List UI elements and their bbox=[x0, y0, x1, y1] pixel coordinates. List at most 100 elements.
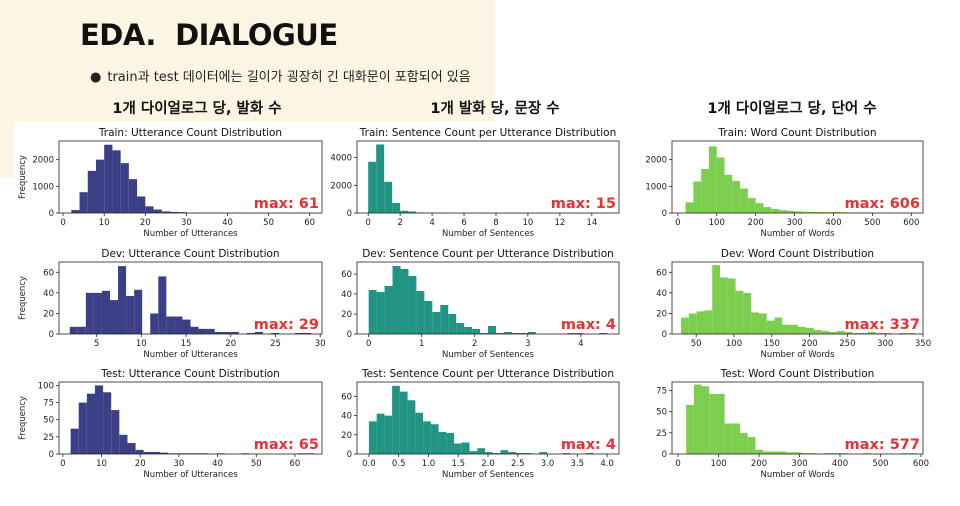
histogram-bar bbox=[732, 423, 741, 454]
histogram-bar bbox=[786, 210, 795, 213]
histogram-bar bbox=[766, 320, 775, 334]
histogram-bar bbox=[763, 207, 772, 213]
plot-frame bbox=[671, 261, 924, 335]
x-axis-label: Number of Sentences bbox=[442, 350, 535, 360]
histogram-bar bbox=[740, 188, 748, 213]
chart-title: Test: Utterance Count Distribution bbox=[100, 368, 280, 380]
x-tick-label: 4 bbox=[429, 218, 434, 228]
x-tick-label: 300 bbox=[786, 218, 802, 228]
column-header-utterances: 1개 다이얼로그 당, 발화 수 bbox=[112, 101, 282, 117]
y-tick-label: 0 bbox=[662, 450, 667, 460]
histogram-bar bbox=[70, 428, 79, 454]
histogram-bar bbox=[87, 170, 96, 213]
histogram-bar bbox=[794, 211, 803, 213]
chart-title: Dev: Utterance Count Distribution bbox=[101, 248, 279, 260]
y-axis-label: Frequency bbox=[18, 276, 28, 320]
histogram-bar bbox=[755, 203, 764, 213]
y-tick-label: 1000 bbox=[32, 182, 54, 192]
histogram-bar bbox=[93, 292, 102, 334]
x-axis-label: Number of Sentences bbox=[442, 229, 535, 239]
y-tick-label: 75 bbox=[43, 399, 54, 409]
y-tick-label: 0 bbox=[662, 330, 667, 340]
histogram-bar bbox=[863, 453, 871, 454]
y-tick-label: 100 bbox=[38, 381, 54, 391]
max-value-label: max: 61 bbox=[254, 196, 319, 212]
histogram-bar bbox=[120, 163, 129, 213]
histogram-bar bbox=[159, 452, 169, 454]
histogram-bar bbox=[408, 211, 417, 213]
histogram-bar bbox=[567, 333, 576, 334]
plot-frame bbox=[671, 140, 924, 214]
histogram-bar bbox=[303, 332, 312, 334]
x-tick-label: 1.0 bbox=[422, 459, 436, 469]
x-tick-label: 500 bbox=[864, 218, 880, 228]
x-tick-label: 0.0 bbox=[362, 459, 376, 469]
histogram-bar bbox=[575, 333, 584, 334]
y-tick-label: 1000 bbox=[645, 182, 667, 192]
histogram-bar bbox=[368, 290, 377, 334]
histogram-bar bbox=[485, 452, 493, 454]
histogram-bar bbox=[254, 331, 263, 334]
histogram-bar bbox=[883, 332, 892, 334]
x-tick-label: 200 bbox=[801, 339, 817, 349]
max-value-label: max: 337 bbox=[845, 317, 920, 333]
histogram-bar bbox=[134, 289, 143, 334]
histogram-bar bbox=[696, 311, 705, 334]
y-tick-label: 0 bbox=[662, 209, 667, 219]
histogram-bar bbox=[833, 211, 842, 213]
x-tick-label: 10 bbox=[523, 218, 534, 228]
plot-frame bbox=[58, 261, 323, 335]
histogram-bar bbox=[126, 295, 135, 334]
column-header-words: 1개 다이얼로그 당, 단어 수 bbox=[707, 101, 877, 117]
x-tick-label: 30 bbox=[173, 459, 184, 469]
histogram-bar bbox=[693, 181, 702, 213]
x-axis-label: Number of Words bbox=[760, 470, 835, 480]
plot-frame bbox=[356, 140, 620, 214]
histogram-bar bbox=[271, 332, 280, 334]
x-tick-label: 2.0 bbox=[481, 459, 495, 469]
histogram-bar bbox=[901, 453, 910, 454]
histogram-bar bbox=[384, 415, 393, 454]
histogram-bar bbox=[801, 453, 810, 454]
max-value-label: max: 4 bbox=[561, 317, 616, 333]
x-tick-label: 50 bbox=[263, 218, 274, 228]
bullet-point: ● train과 test 데이터에는 길이가 굉장히 긴 대화문이 포함되어 있… bbox=[90, 66, 471, 85]
histogram-bar bbox=[860, 332, 868, 334]
x-tick-label: 15 bbox=[181, 339, 192, 349]
histogram-bar bbox=[899, 332, 907, 334]
y-tick-label: 50 bbox=[43, 416, 54, 426]
y-tick-label: 25 bbox=[43, 433, 54, 443]
max-value-label: max: 577 bbox=[845, 437, 920, 453]
histogram-bar bbox=[500, 450, 509, 454]
histogram-bar bbox=[376, 413, 385, 454]
histogram-bar bbox=[109, 300, 119, 334]
histogram-bar bbox=[727, 278, 736, 334]
histogram-bar bbox=[779, 210, 787, 213]
x-tick-label: 3 bbox=[525, 339, 530, 349]
histogram-bar bbox=[400, 269, 409, 334]
histogram-bar bbox=[724, 174, 733, 213]
chart-title: Dev: Word Count Distribution bbox=[721, 248, 874, 260]
chart-title: Test: Sentence Count per Utterance Distr… bbox=[361, 368, 614, 380]
y-tick-label: 40 bbox=[341, 412, 352, 422]
histogram-bar bbox=[137, 196, 146, 213]
histogram-bar bbox=[836, 330, 845, 334]
x-tick-label: 8 bbox=[493, 218, 498, 228]
x-tick-label: 2.5 bbox=[511, 459, 525, 469]
x-tick-label: 30 bbox=[315, 339, 326, 349]
histogram-bar bbox=[708, 146, 717, 213]
histogram-bar bbox=[906, 332, 915, 334]
y-tick-label: 2000 bbox=[32, 156, 54, 166]
x-axis-label: Number of Utterances bbox=[143, 470, 238, 480]
histogram-bar bbox=[423, 421, 431, 454]
histogram-bar bbox=[802, 211, 811, 213]
histogram-bar bbox=[712, 265, 721, 334]
bullet-dot-icon: ● bbox=[90, 70, 102, 85]
histogram-bar bbox=[368, 161, 377, 213]
histogram-bar bbox=[384, 181, 393, 213]
histogram-bar bbox=[686, 404, 694, 454]
x-tick-label: 1 bbox=[419, 339, 424, 349]
histogram-bar bbox=[688, 313, 697, 334]
histogram-bar bbox=[763, 451, 771, 454]
histogram-bar bbox=[685, 202, 694, 213]
